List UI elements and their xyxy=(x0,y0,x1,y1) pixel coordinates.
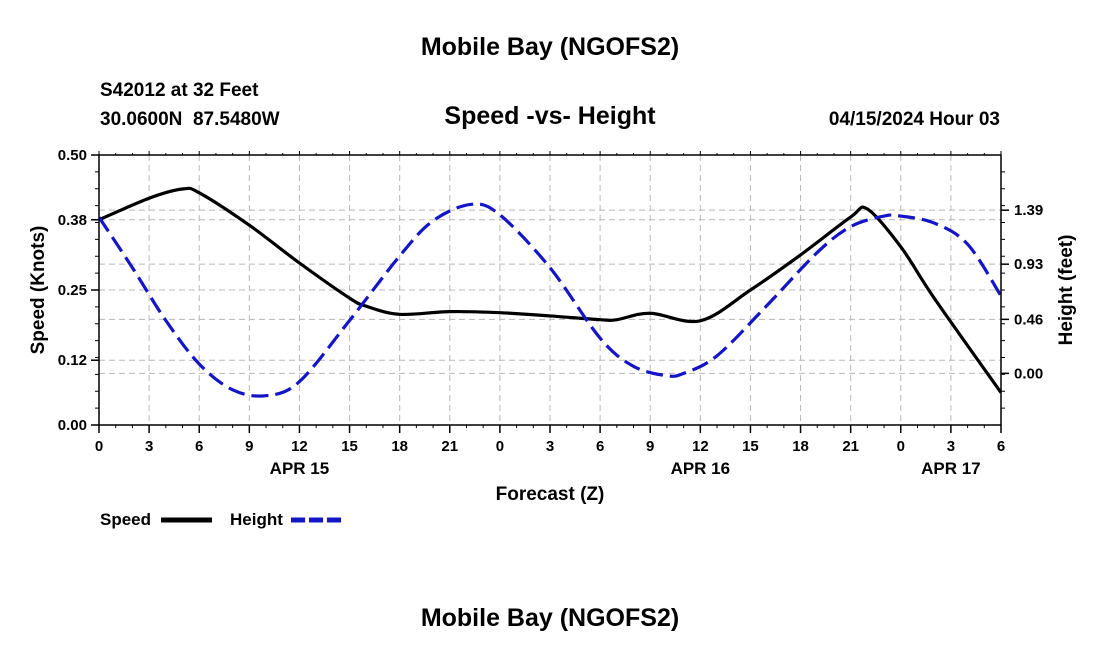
chart-subtitle: 04/15/2024 Hour 03 xyxy=(829,109,1000,130)
x-tick-label: 18 xyxy=(391,438,408,455)
x-tick-label: 18 xyxy=(792,438,809,455)
station-label: S42012 at 32 Feet xyxy=(100,80,259,101)
x-tick-label: 12 xyxy=(291,438,308,455)
x-tick-label: 0 xyxy=(95,438,103,455)
x-tick-label: 15 xyxy=(341,438,358,455)
y-left-tick-label: 0.12 xyxy=(58,352,87,369)
y-right-tick-label: 0.46 xyxy=(1014,311,1043,328)
date-label: APR 17 xyxy=(921,459,981,478)
y-right-tick-label: 1.39 xyxy=(1014,202,1043,219)
x-tick-label: 6 xyxy=(997,438,1005,455)
y2-axis-title: Height (feet) xyxy=(1056,235,1077,346)
y-right-tick-label: 0.93 xyxy=(1014,256,1043,273)
footer-title: Mobile Bay (NGOFS2) xyxy=(421,604,679,632)
legend: Speed Height xyxy=(100,510,342,529)
date-label: APR 15 xyxy=(270,459,330,478)
y-left-tick-label: 0.50 xyxy=(58,147,87,164)
axes: 0 3 6 9 12 15 18 21 0 3 6 9 12 15 18 21 0 3 6 APR 15 APR 16 A… xyxy=(58,147,1043,478)
x-axis-title: Forecast (Z) xyxy=(496,484,605,505)
x-tick-label: 12 xyxy=(692,438,709,455)
series-layer xyxy=(99,186,1001,398)
grid-lines xyxy=(99,155,1001,425)
y-left-tick-label: 0.25 xyxy=(58,282,87,299)
legend-speed-label: Speed xyxy=(100,510,151,529)
x-tick-label: 6 xyxy=(596,438,604,455)
x-tick-label: 0 xyxy=(496,438,504,455)
x-tick-label: 6 xyxy=(195,438,203,455)
x-tick-label: 0 xyxy=(897,438,905,455)
series-line-height xyxy=(99,202,1001,398)
x-tick-label: 9 xyxy=(646,438,654,455)
page-title: Mobile Bay (NGOFS2) xyxy=(421,33,679,61)
legend-height-label: Height xyxy=(230,510,283,529)
x-tick-label: 15 xyxy=(742,438,759,455)
date-label: APR 16 xyxy=(671,459,731,478)
y-left-tick-label: 0.00 xyxy=(58,417,87,434)
x-tick-label: 3 xyxy=(947,438,955,455)
x-tick-label: 9 xyxy=(245,438,253,455)
x-tick-label: 3 xyxy=(546,438,554,455)
y-left-tick-label: 0.38 xyxy=(58,212,87,229)
x-tick-label: 3 xyxy=(145,438,153,455)
chart-title: Speed -vs- Height xyxy=(444,102,656,130)
x-tick-label: 21 xyxy=(842,438,859,455)
series-line-speed xyxy=(99,186,1001,394)
y-right-tick-label: 0.00 xyxy=(1014,365,1043,382)
coordinates-label: 30.0600N 87.5480W xyxy=(100,109,280,130)
x-tick-label: 21 xyxy=(441,438,458,455)
y-axis-title: Speed (Knots) xyxy=(28,226,49,355)
